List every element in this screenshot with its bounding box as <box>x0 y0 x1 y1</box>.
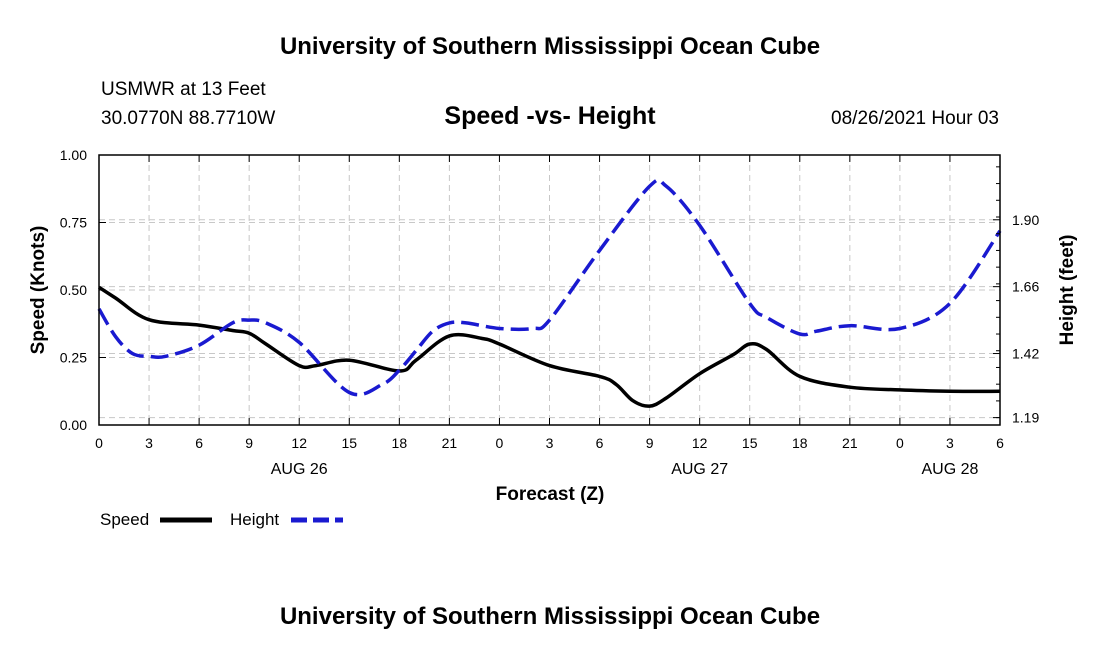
x-tick-label: 21 <box>442 435 458 451</box>
x-tick-label: 12 <box>692 435 708 451</box>
forecast-datetime: 08/26/2021 Hour 03 <box>831 108 999 129</box>
series-group <box>97 178 1002 408</box>
grid-lines <box>99 155 1000 425</box>
y-right-axis-title: Height (feet) <box>1057 235 1078 346</box>
x-tick-label: 0 <box>496 435 504 451</box>
x-tick-label: 9 <box>646 435 654 451</box>
date-label: AUG 27 <box>671 461 728 478</box>
x-tick-label: 15 <box>742 435 758 451</box>
date-label: AUG 26 <box>271 461 328 478</box>
date-label: AUG 28 <box>921 461 978 478</box>
x-tick-label: 18 <box>792 435 808 451</box>
y-right-tick-label: 1.19 <box>1012 410 1039 426</box>
x-tick-label: 12 <box>291 435 307 451</box>
y-right-tick-label: 1.90 <box>1012 212 1039 228</box>
y-left-tick-label: 1.00 <box>60 147 87 163</box>
legend-speed-label: Speed <box>100 510 149 529</box>
plot-title: Speed -vs- Height <box>444 102 656 130</box>
x-tick-label: 0 <box>896 435 904 451</box>
speed-series-line <box>98 285 1001 408</box>
x-tick-label: 9 <box>245 435 253 451</box>
top-title: University of Southern Mississippi Ocean… <box>280 33 820 60</box>
x-axis-title: Forecast (Z) <box>496 484 605 505</box>
legend-height-label: Height <box>230 510 279 529</box>
x-tick-label: 18 <box>392 435 408 451</box>
station-coords: 30.0770N 88.7710W <box>101 108 275 129</box>
station-name: USMWR at 13 Feet <box>101 79 266 100</box>
x-tick-label: 3 <box>546 435 554 451</box>
y-right-tick-label: 1.42 <box>1012 346 1039 362</box>
bottom-title: University of Southern Mississippi Ocean… <box>280 603 820 630</box>
x-tick-label: 6 <box>596 435 604 451</box>
x-tick-label: 21 <box>842 435 858 451</box>
x-tick-label: 0 <box>95 435 103 451</box>
y-right-tick-label: 1.66 <box>1012 279 1039 295</box>
x-tick-label: 6 <box>195 435 203 451</box>
x-tick-label: 15 <box>341 435 357 451</box>
x-tick-label: 6 <box>996 435 1004 451</box>
y-left-tick-label: 0.25 <box>60 350 87 366</box>
tick-labels: 0 3 6 9 12 15 18 21 0 3 6 9 12 15 18 21 0 3 6 AUG 26 AUG 27 A… <box>60 147 1040 478</box>
y-left-axis-title: Speed (Knots) <box>28 226 49 355</box>
y-left-tick-label: 0.50 <box>60 282 87 298</box>
y-left-tick-label: 0.00 <box>60 417 87 433</box>
ticks-group <box>98 154 1001 426</box>
x-tick-label: 3 <box>145 435 153 451</box>
height-series-line <box>97 178 1002 397</box>
x-tick-label: 3 <box>946 435 954 451</box>
y-left-tick-label: 0.75 <box>60 215 87 231</box>
